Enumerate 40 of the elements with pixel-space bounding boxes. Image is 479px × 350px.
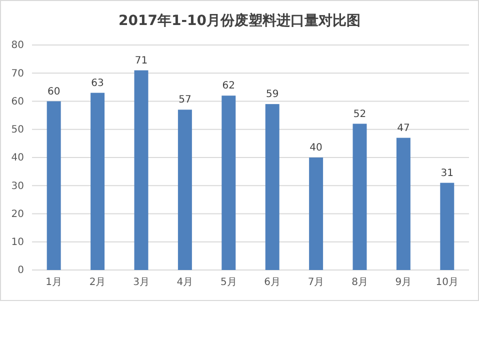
x-tick-label: 9月 bbox=[395, 277, 412, 288]
bar bbox=[134, 70, 148, 270]
x-tick-label: 4月 bbox=[176, 277, 194, 288]
data-label: 40 bbox=[310, 142, 322, 154]
y-tick-label: 60 bbox=[11, 96, 24, 108]
bar bbox=[265, 104, 280, 270]
chart-title: 2017年1-10月份废塑料进口量对比图 bbox=[118, 12, 360, 29]
y-tick-label: 10 bbox=[11, 237, 24, 248]
y-tick-label: 80 bbox=[11, 40, 24, 52]
bar bbox=[440, 182, 454, 270]
data-label: 62 bbox=[222, 80, 236, 92]
x-tick-label: 2月 bbox=[89, 277, 106, 288]
y-tick-label: 30 bbox=[11, 180, 24, 192]
x-tick-label: 7月 bbox=[308, 277, 324, 288]
y-tick-label: 0 bbox=[18, 265, 24, 276]
x-tick-label: 5月 bbox=[220, 277, 237, 288]
bar bbox=[309, 158, 324, 270]
data-label: 47 bbox=[397, 122, 410, 134]
bar bbox=[352, 124, 367, 270]
data-label: 31 bbox=[440, 168, 454, 179]
data-label: 59 bbox=[266, 89, 279, 100]
x-tick-label: 10月 bbox=[436, 277, 459, 288]
bar bbox=[46, 101, 61, 270]
y-tick-label: 40 bbox=[11, 152, 24, 164]
y-tick-label: 70 bbox=[11, 68, 24, 80]
data-label: 52 bbox=[353, 108, 366, 120]
x-tick-label: 6月 bbox=[264, 277, 281, 288]
x-tick-label: 1月 bbox=[46, 277, 62, 288]
bar bbox=[396, 138, 410, 270]
data-label: 57 bbox=[178, 94, 192, 106]
bar bbox=[222, 96, 236, 270]
bar bbox=[178, 110, 192, 270]
y-tick-label: 50 bbox=[11, 124, 24, 136]
bar bbox=[90, 92, 105, 270]
y-tick-label: 20 bbox=[11, 208, 24, 220]
x-tick-label: 8月 bbox=[352, 277, 368, 288]
data-label: 60 bbox=[47, 86, 60, 98]
data-label: 71 bbox=[134, 55, 148, 66]
data-label: 63 bbox=[91, 78, 104, 89]
x-tick-label: 3月 bbox=[133, 277, 150, 288]
